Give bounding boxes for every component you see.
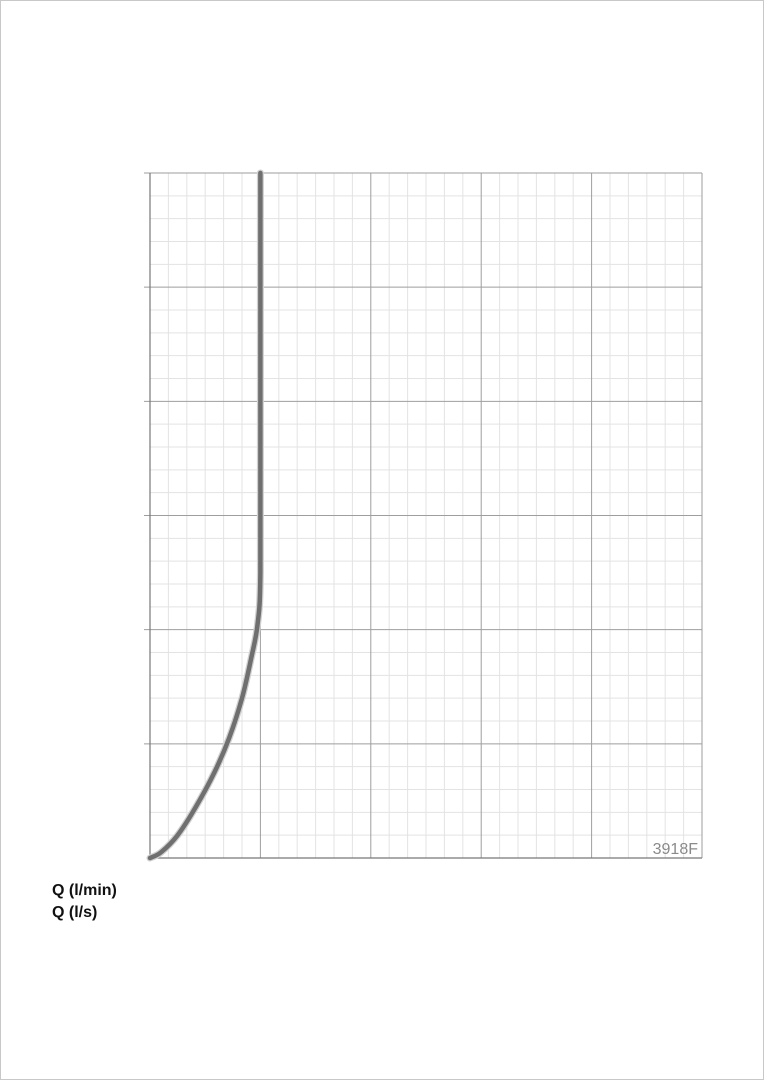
series-line (147, 170, 263, 861)
series-layer (146, 169, 265, 862)
product-code-label: 3918F (653, 841, 699, 858)
major-gridlines (144, 173, 702, 858)
x-axis-name-secondary: Q (l/s) (52, 904, 97, 921)
x-axis-name-primary: Q (l/min) (52, 882, 117, 899)
plot-frame (144, 172, 703, 859)
